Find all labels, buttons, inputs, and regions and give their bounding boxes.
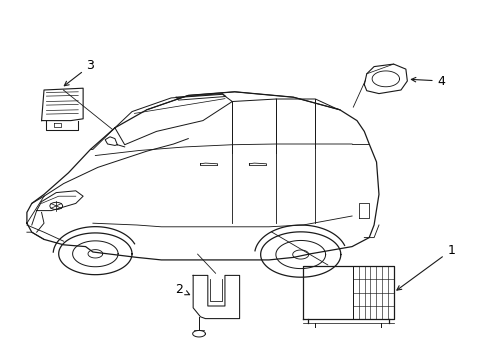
Text: 1: 1 [396, 244, 454, 290]
Text: 4: 4 [410, 75, 445, 87]
Text: 2: 2 [175, 283, 189, 296]
Text: 3: 3 [64, 59, 94, 86]
